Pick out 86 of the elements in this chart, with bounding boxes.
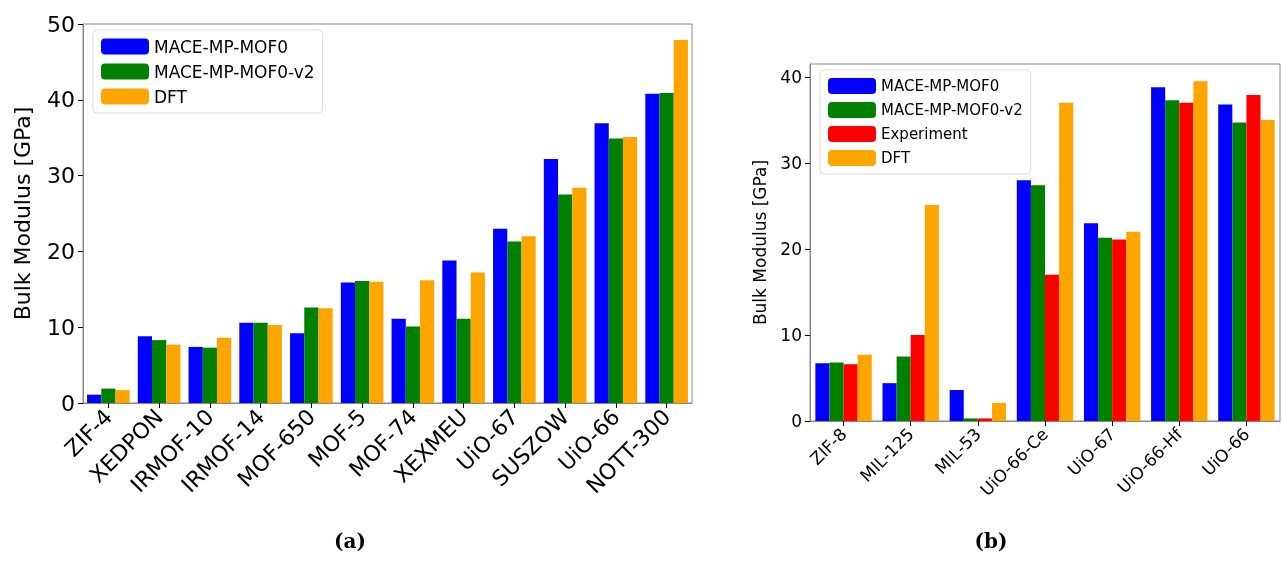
bar — [645, 93, 660, 403]
y-tick-label: 50 — [47, 11, 75, 37]
bar — [216, 337, 232, 403]
bar — [239, 322, 254, 403]
bar — [963, 418, 978, 421]
legend-label: DFT — [881, 149, 911, 167]
bar — [815, 363, 830, 421]
bar — [896, 356, 911, 421]
y-tick-label: 20 — [780, 238, 802, 259]
bar — [369, 281, 384, 403]
bar — [391, 318, 406, 403]
legend-label: DFT — [154, 86, 188, 107]
y-tick-label: 0 — [791, 411, 802, 431]
bar — [659, 92, 674, 403]
y-tick-label: 20 — [47, 238, 75, 264]
bar — [673, 39, 688, 403]
bar — [1246, 94, 1261, 421]
bar — [442, 260, 457, 403]
bar — [1083, 223, 1099, 421]
bar — [910, 334, 925, 421]
bar — [882, 383, 897, 421]
bar — [137, 336, 153, 403]
bar — [267, 324, 282, 403]
bar — [977, 418, 992, 421]
bar — [1059, 102, 1074, 421]
y-tick-label: 30 — [47, 163, 75, 189]
bar — [1126, 231, 1141, 421]
bar — [115, 390, 130, 403]
bar — [166, 344, 181, 403]
legend-label: MACE-MP-MOF0-v2 — [881, 101, 1023, 119]
bar — [1045, 274, 1060, 421]
bar — [843, 364, 858, 421]
bar — [87, 394, 102, 403]
text: (b) — [974, 529, 1008, 553]
y-tick-label: 0 — [61, 390, 75, 416]
bar — [1098, 237, 1113, 421]
bar — [101, 388, 116, 403]
bar — [857, 354, 872, 421]
bar — [1260, 119, 1275, 421]
y-axis-title: Bulk Modulus [GPa] — [9, 106, 35, 321]
bar — [202, 347, 217, 403]
bar — [608, 138, 623, 403]
bar — [493, 228, 508, 403]
bar — [419, 280, 435, 403]
bar — [521, 236, 536, 403]
bar — [829, 362, 844, 421]
bar — [152, 340, 167, 403]
bar — [188, 346, 203, 403]
legend-label: MACE-MP-MOF0 — [154, 36, 289, 57]
bar — [456, 318, 471, 403]
bar — [405, 326, 420, 403]
bar — [355, 280, 370, 403]
y-tick-label: 10 — [780, 324, 802, 345]
bar — [924, 205, 939, 421]
bar — [290, 333, 305, 403]
y-axis-title: Bulk Modulus [GPa] — [749, 159, 770, 326]
bar — [543, 158, 559, 403]
bar — [1232, 122, 1247, 421]
bar — [558, 194, 573, 403]
y-tick-label: 40 — [47, 87, 75, 113]
bar — [1165, 100, 1180, 421]
legend-label: Experiment — [881, 125, 968, 143]
bar — [470, 272, 485, 403]
bar — [1016, 180, 1031, 421]
bar — [340, 282, 356, 403]
y-tick-label: 10 — [47, 314, 75, 340]
bar — [1151, 87, 1166, 421]
y-tick-label: 40 — [780, 66, 802, 87]
bar — [991, 402, 1007, 421]
bar — [949, 390, 964, 421]
bar — [507, 241, 522, 403]
bar — [594, 123, 609, 403]
legend-label: MACE-MP-MOF0 — [881, 77, 1000, 95]
legend-label: MACE-MP-MOF0-v2 — [154, 61, 315, 82]
bar — [1179, 102, 1194, 421]
bar — [253, 322, 268, 403]
bar — [1218, 104, 1233, 421]
bar — [1193, 81, 1208, 421]
bar — [1112, 239, 1127, 421]
bar — [572, 187, 587, 403]
bar — [304, 307, 319, 403]
y-tick-label: 30 — [780, 152, 802, 173]
bar — [318, 308, 333, 403]
bar — [1030, 185, 1045, 421]
text: (a) — [334, 529, 366, 553]
bar — [622, 136, 638, 403]
